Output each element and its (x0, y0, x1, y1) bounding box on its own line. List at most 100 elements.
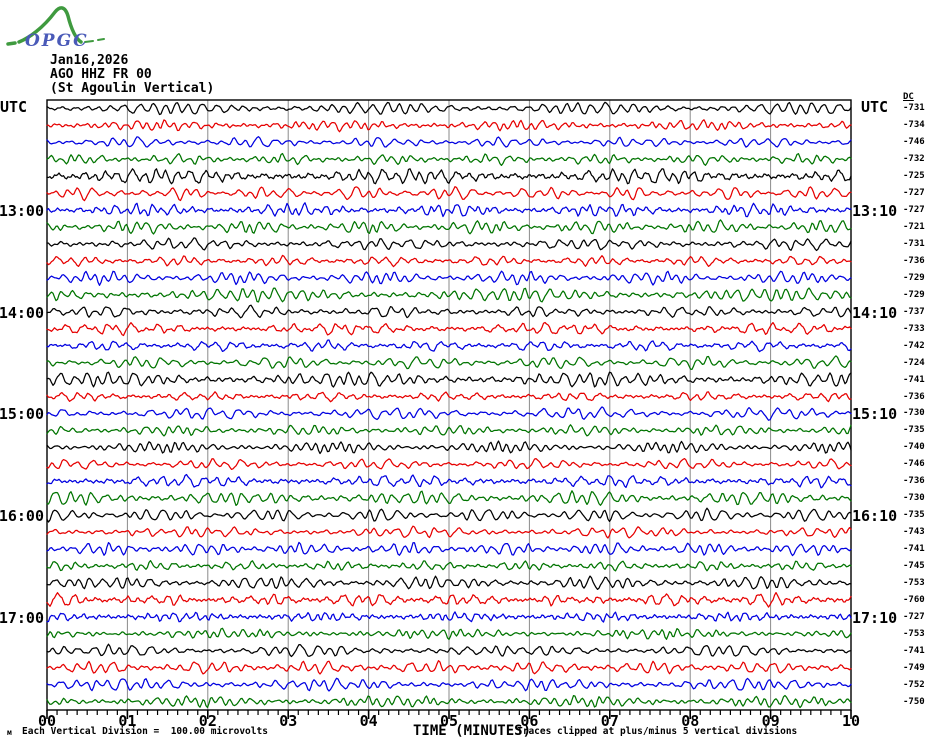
dc-value: -735 (903, 425, 925, 436)
seismogram-trace (46, 119, 852, 133)
left-time-label: 15:00 (0, 405, 44, 424)
dc-value: -725 (903, 171, 925, 182)
opgc-logo: OPGC (6, 6, 105, 51)
dc-value: -729 (903, 272, 925, 283)
right-time-label: 17:10 (852, 608, 898, 627)
seismogram-trace (46, 101, 852, 116)
dc-value: -749 (903, 662, 925, 673)
right-time-label: 14:10 (852, 303, 898, 322)
logo-curve-tail (84, 38, 105, 43)
seismogram-trace (46, 168, 852, 185)
seismogram-trace (46, 371, 852, 388)
seismogram-trace (46, 591, 852, 608)
dc-value: -730 (903, 408, 925, 419)
seismogram-trace (46, 525, 852, 539)
right-time-label: 16:10 (852, 507, 898, 526)
dc-value: -736 (903, 476, 925, 487)
seismogram-trace (46, 473, 852, 489)
seismogram-trace (46, 339, 852, 353)
utc-label-right: UTC (861, 98, 889, 116)
dc-value: -760 (903, 594, 925, 605)
dc-value: -721 (903, 222, 925, 233)
dc-value: -731 (903, 239, 925, 250)
seismogram-trace (46, 643, 852, 658)
x-tick-label: 01 (118, 712, 137, 730)
seismogram-trace (46, 627, 852, 641)
footer-division-note: Each Vertical Division = 100.00 microvol… (22, 726, 268, 737)
x-tick-label: 02 (198, 712, 217, 730)
dc-value: -745 (903, 560, 925, 571)
logo-curve (6, 6, 83, 46)
seismogram-trace (46, 406, 852, 421)
left-time-label: 16:00 (0, 507, 44, 526)
dc-value: -737 (903, 306, 925, 317)
left-time-label: 14:00 (0, 303, 44, 322)
seismogram-trace (46, 694, 852, 709)
x-tick-label: 07 (600, 712, 619, 730)
x-axis-title: TIME (MINUTES) (413, 723, 532, 739)
dc-value: -750 (903, 696, 925, 707)
dc-value: -731 (903, 103, 925, 114)
seismogram-trace (46, 321, 852, 337)
x-tick-label: 00 (38, 712, 57, 730)
left-time-label: 17:00 (0, 608, 44, 627)
right-time-label: 13:10 (852, 202, 898, 221)
dc-value: -742 (903, 340, 925, 351)
dc-value: -753 (903, 577, 925, 588)
seismogram-trace (46, 219, 852, 235)
dc-value: -736 (903, 391, 925, 402)
logo-text: OPGC (25, 31, 89, 51)
seismogram-trace (46, 677, 852, 692)
footer-clip-note: Traces clipped at plus/minus 5 vertical … (517, 726, 798, 737)
dc-value: -743 (903, 527, 925, 538)
x-tick-label: 03 (279, 712, 298, 730)
seismogram-trace (46, 559, 852, 572)
dc-value: -727 (903, 188, 925, 199)
dc-value: -733 (903, 323, 925, 334)
dc-value: -735 (903, 510, 925, 521)
dc-value: -741 (903, 374, 925, 385)
seismogram-trace (46, 152, 852, 167)
seismogram-trace (46, 507, 852, 523)
seismogram-trace (46, 660, 852, 675)
x-tick-label: 10 (842, 712, 861, 730)
seismogram-trace (46, 391, 852, 403)
dc-value: -729 (903, 289, 925, 300)
seismogram-trace (46, 136, 852, 148)
dc-value: -753 (903, 628, 925, 639)
header-location: (St Agoulin Vertical) (50, 81, 215, 96)
x-tick-label: 08 (681, 712, 700, 730)
dc-value: -732 (903, 154, 925, 165)
seismogram-trace (46, 490, 852, 507)
dc-value: -727 (903, 205, 925, 216)
utc-label-left: UTC (0, 98, 28, 116)
dc-value: -730 (903, 493, 925, 504)
dc-value: -752 (903, 679, 925, 690)
x-tick-label: 06 (520, 712, 539, 730)
seismogram-trace (46, 202, 852, 218)
seismogram-trace (46, 611, 852, 623)
right-time-label: 15:10 (852, 405, 898, 424)
x-tick-label: 09 (761, 712, 780, 730)
left-time-label: 13:00 (0, 202, 44, 221)
dc-value: -724 (903, 357, 925, 368)
x-tick-label: 05 (440, 712, 459, 730)
x-tick-label: 04 (359, 712, 378, 730)
dc-value: -741 (903, 645, 925, 656)
dc-value: -734 (903, 120, 925, 131)
dc-value: -740 (903, 442, 925, 453)
seismogram-trace (46, 304, 852, 319)
footer-micro-mark: м (7, 728, 12, 737)
dc-column-label: DC (903, 92, 914, 102)
header-station: AGO HHZ FR 00 (50, 67, 152, 82)
seismogram-trace (46, 254, 852, 268)
seismogram-trace (46, 440, 852, 455)
seismogram-trace (46, 270, 852, 286)
dc-value: -736 (903, 255, 925, 266)
seismogram-trace (46, 457, 852, 471)
dc-value: -741 (903, 544, 925, 555)
dc-value: -727 (903, 611, 925, 622)
seismogram-trace (46, 287, 852, 303)
